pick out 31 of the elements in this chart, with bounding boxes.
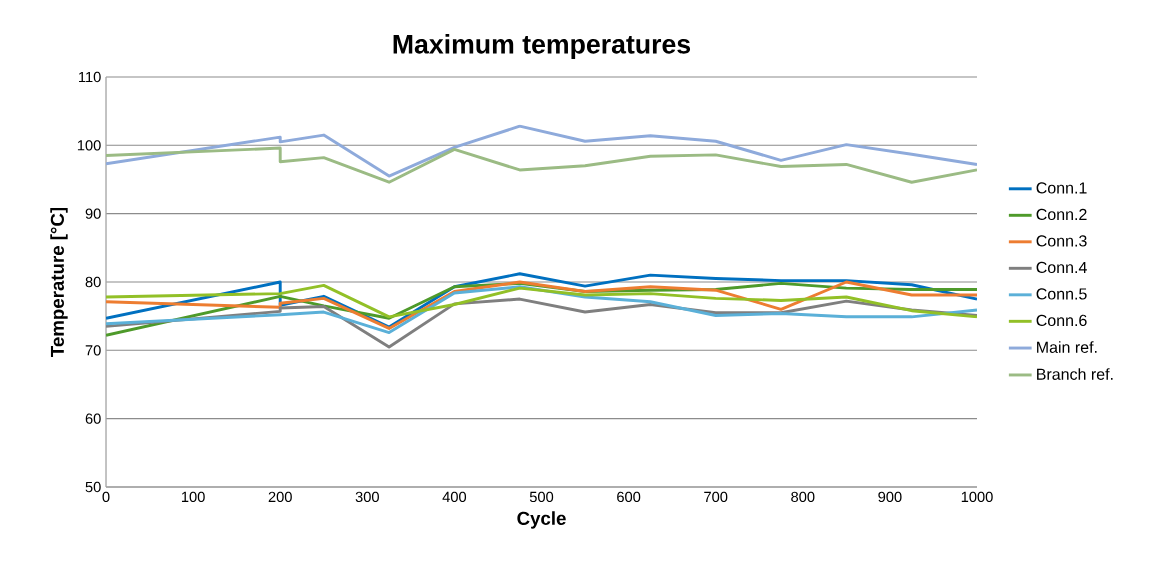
y-tick-label: 110: [79, 71, 101, 83]
x-tick-label: 100: [181, 491, 205, 503]
y-tick-label: 70: [85, 345, 101, 356]
x-tick-label: 800: [791, 491, 815, 503]
legend-label: Conn.6: [1036, 314, 1087, 327]
chart-title: Maximum temperatures: [393, 34, 691, 59]
x-tick-label: 700: [704, 491, 728, 503]
x-tick-label: 600: [617, 491, 641, 503]
x-tick-label: 0: [102, 491, 110, 503]
legend-label: Conn.5: [1036, 288, 1087, 300]
x-tick-label: 400: [442, 491, 467, 503]
line-series: [106, 146, 977, 184]
y-tick-label: 90: [85, 208, 101, 219]
line-series: [106, 124, 977, 178]
legend-label: Conn.3: [1036, 235, 1087, 247]
x-tick-label: 900: [878, 491, 902, 503]
x-tick-label: 300: [355, 491, 379, 503]
legend-label: Conn.4: [1036, 261, 1087, 274]
legend-label: Branch ref.: [1037, 368, 1113, 380]
legend-label: Conn.1: [1036, 182, 1087, 194]
y-axis-title: Temperature [°C]: [50, 207, 68, 357]
legend-label: Main ref.: [1037, 341, 1097, 353]
y-tick-label: 60: [85, 413, 101, 424]
y-tick-label: 50: [85, 481, 101, 493]
legend-label: Conn.2: [1036, 208, 1087, 221]
y-tick-label: 100: [77, 140, 101, 151]
y-tick-label: 80: [85, 276, 101, 288]
x-axis-title: Cycle: [517, 511, 566, 529]
x-tick-label: 1000: [961, 491, 993, 503]
x-tick-label: 500: [529, 491, 554, 503]
x-tick-label: 200: [268, 491, 292, 503]
